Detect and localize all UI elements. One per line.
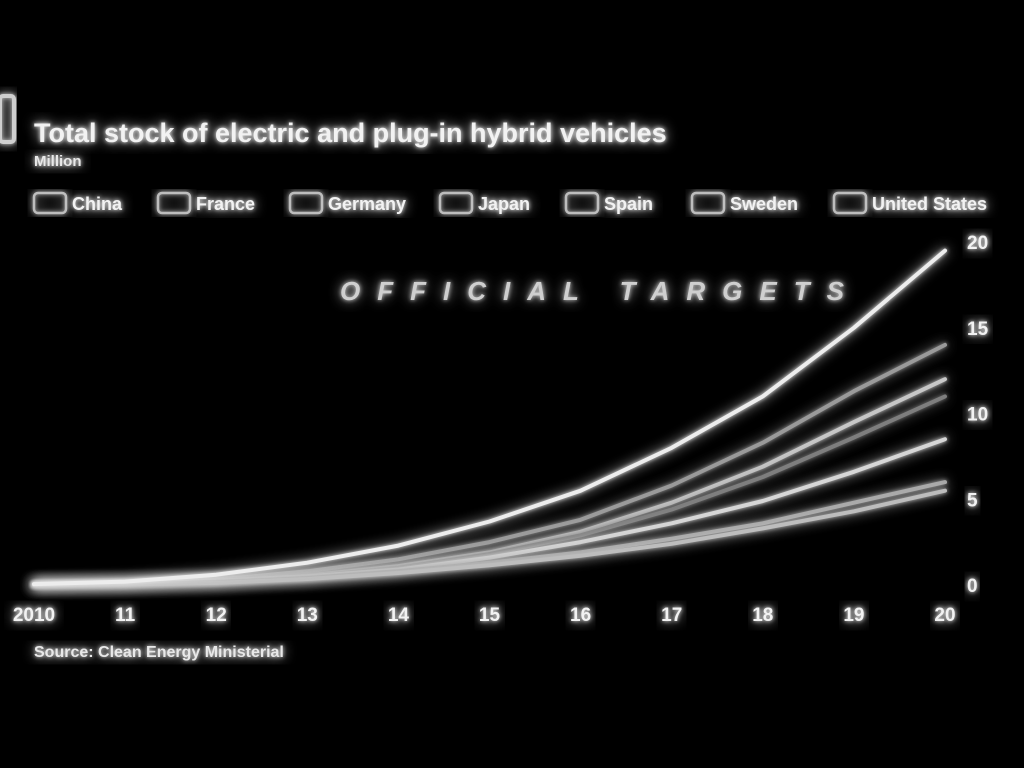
y-tick-label: 5 [967,490,978,511]
x-tick-label: 13 [297,605,318,626]
series-line-china [34,345,945,585]
legend-item-japan: Japan [440,193,530,214]
x-tick-label: 18 [752,605,773,626]
y-tick-label: 20 [967,233,988,254]
legend-item-france: France [158,193,255,214]
x-tick-label: 2010 [13,605,55,626]
y-tick-label: 10 [967,405,988,426]
legend: China France Germany Japan Spain Sweden United… [34,193,987,214]
x-tick-label: 17 [661,605,682,626]
legend-label: Sweden [730,194,798,214]
chart-title: Total stock of electric and plug-in hybr… [34,118,667,148]
annotation-official-targets: OFFICIAL TARGETS [340,276,861,306]
legend-label: United States [872,194,987,214]
legend-item-sweden: Sweden [692,193,798,214]
y-tick-label: 0 [967,576,978,597]
source-note: Source: Clean Energy Ministerial [34,644,284,661]
x-tick-label: 12 [206,605,227,626]
legend-label: Germany [328,194,406,214]
legend-label: France [196,194,255,214]
legend-label: China [72,194,123,214]
chart-subtitle: Million [34,153,82,170]
legend-label: Spain [604,194,653,214]
y-tick-label: 15 [967,319,989,340]
title-marker-box [0,96,14,142]
x-tick-label: 11 [115,605,136,626]
x-tick-label: 20 [934,605,955,626]
x-tick-label: 15 [479,605,501,626]
legend-item-spain: Spain [566,193,653,214]
legend-label: Japan [478,194,530,214]
x-tick-label: 14 [388,605,410,626]
x-tick-label: 16 [570,605,591,626]
x-axis: 2010 11 12 13 14 15 16 17 18 19 20 [13,585,956,626]
series-line-sweden [34,491,945,585]
legend-item-united-states: United States [834,193,987,214]
legend-item-china: China [34,193,123,214]
x-tick-label: 19 [843,605,864,626]
legend-item-germany: Germany [290,193,406,214]
y-axis: 0 5 10 15 20 [945,233,989,597]
